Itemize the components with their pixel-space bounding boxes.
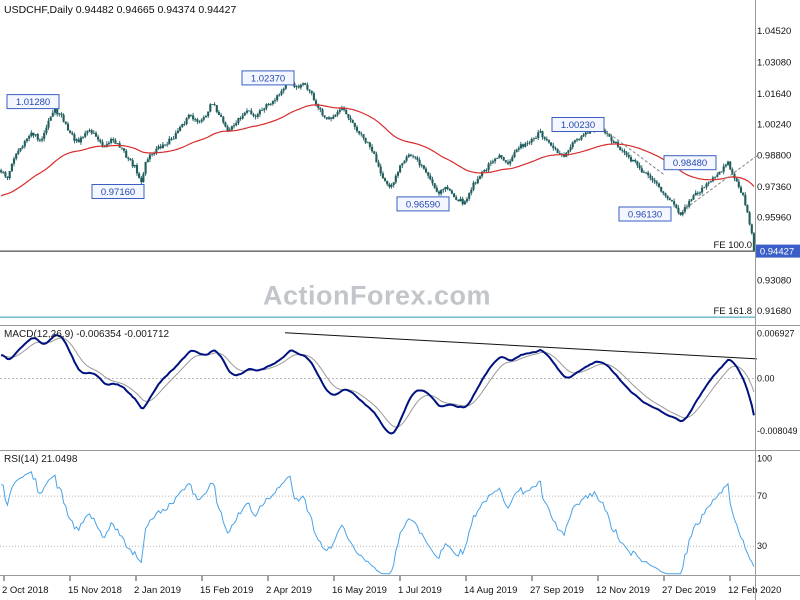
macd-main-line [0,334,755,435]
macd-signal-line [1,337,755,428]
fibonacci-extension-lines: FE 100.0 FE 161.8 [0,240,755,318]
rsi-panel: 100 70 30 [0,454,772,575]
rsi-tick: 70 [757,491,767,501]
swing-price-label: 0.97160 [91,184,145,199]
date-label: 12 Nov 2019 [596,585,650,596]
rsi-tick: 100 [757,454,772,464]
svg-text:0.96130: 0.96130 [628,210,662,221]
price-tick: 1.04520 [757,26,791,37]
dashed-trendlines [596,124,758,215]
macd-tick: 0.00 [757,374,775,384]
watermark: ActionForex.com [262,280,492,311]
rsi-tick: 30 [757,541,767,551]
fib-label: FE 161.8 [713,306,752,317]
macd-panel: 0.006927 0.00 -0.008049 [0,328,798,436]
swing-price-label: 1.00230 [551,117,605,132]
fib-label: FE 100.0 [713,240,752,251]
price-tick: 0.93080 [757,276,791,287]
price-tick: 0.91680 [757,306,791,317]
swing-price-label: 0.98480 [663,155,717,171]
date-label: 27 Dec 2019 [662,585,716,596]
svg-text:0.98480: 0.98480 [673,158,707,169]
current-price-tag: 0.94427 [755,244,800,258]
candlestick-series [0,77,755,252]
dashed-trendline [596,124,666,176]
date-label: 2 Jan 2019 [134,585,181,596]
svg-text:1.01280: 1.01280 [16,97,50,108]
svg-text:1.02370: 1.02370 [251,73,285,84]
swing-price-label: 1.01280 [6,94,60,110]
price-tick: 1.01640 [757,89,791,100]
date-label: 27 Sep 2019 [530,585,584,596]
price-tick: 1.03080 [757,57,791,68]
date-label: 2 Apr 2019 [266,585,312,596]
moving-average-line [0,104,755,197]
candle-wicks [0,77,755,252]
swing-price-label: 0.96590 [396,196,450,212]
date-label: 12 Feb 2020 [728,585,781,596]
swing-price-label: 0.96130 [618,206,672,222]
svg-text:0.96590: 0.96590 [406,199,440,210]
svg-text:0.94427: 0.94427 [760,247,794,258]
date-label: 1 Jul 2019 [398,585,442,596]
date-label: 15 Nov 2018 [68,585,122,596]
macd-indicator-label: MACD(12,26,9) -0.006354 -0.001712 [4,329,170,340]
rsi-line [0,471,755,575]
price-tick: 1.00240 [757,119,791,130]
price-tick: 0.95960 [757,213,791,224]
swing-price-label: 1.02370 [241,70,295,86]
svg-text:0.97160: 0.97160 [101,187,135,198]
date-label: 14 Aug 2019 [464,585,517,596]
date-label: 16 May 2019 [332,585,387,596]
candle-bodies [0,78,755,252]
price-tick: 0.97360 [757,182,791,193]
date-label: 2 Oct 2018 [2,585,48,596]
date-label: 15 Feb 2019 [200,585,253,596]
macd-tick: 0.006927 [757,328,795,338]
swing-price-labels: 1.01280 0.97160 1.02370 0.96590 1.00230 0.961… [6,70,717,222]
price-tick: 0.98800 [757,151,791,162]
date-axis: 2 Oct 2018 15 Nov 2018 2 Jan 2019 15 Feb 20… [2,576,781,596]
svg-text:1.00230: 1.00230 [561,120,595,131]
dashed-trendline [677,155,758,215]
chart-title: USDCHF,Daily 0.94482 0.94665 0.94374 0.9… [4,4,237,16]
price-axis: 1.04520 1.03080 1.01640 1.00240 0.98800 0.973… [757,26,791,317]
rsi-indicator-label: RSI(14) 21.0498 [4,454,78,465]
macd-tick: -0.008049 [757,426,798,436]
macd-trendline [284,332,758,360]
